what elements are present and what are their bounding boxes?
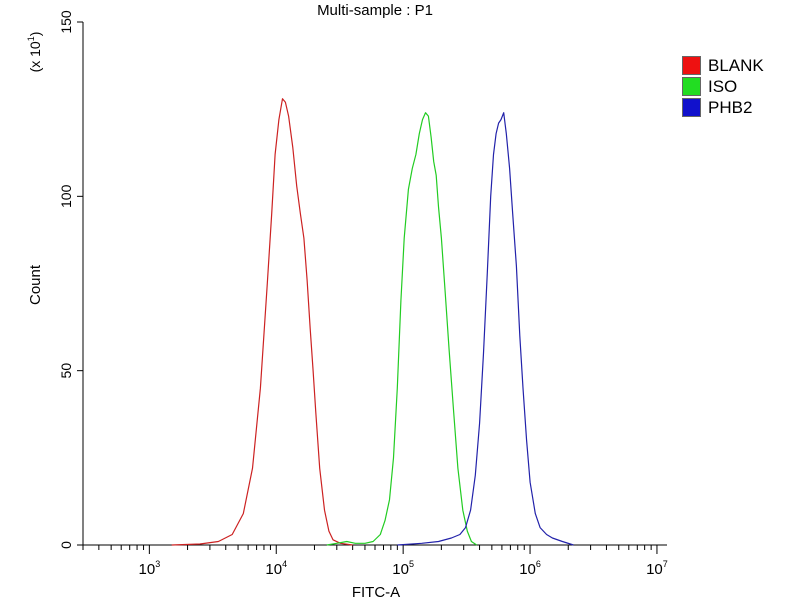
x-tick-label: 103: [139, 559, 161, 578]
x-tick-label: 105: [392, 559, 414, 578]
series-line-iso: [326, 112, 478, 546]
axes: 0 50 100 150 103 104 105 106 107: [58, 10, 668, 578]
legend-swatch: [682, 77, 701, 96]
chart-title: Multi-sample : P1: [317, 2, 433, 19]
y-tick-label: 50: [58, 363, 74, 379]
legend-swatch: [682, 56, 701, 75]
legend-item-iso: ISO: [682, 76, 764, 97]
legend-label: PHB2: [708, 98, 753, 117]
x-axis-label: FITC-A: [352, 584, 400, 600]
legend-swatch: [682, 98, 701, 117]
y-tick-label: 100: [58, 184, 74, 208]
legend-label: ISO: [708, 77, 738, 96]
legend-item-phb2: PHB2: [682, 97, 764, 118]
legend-label: BLANK: [708, 56, 764, 75]
series-group: [171, 98, 574, 546]
y-tick-label: 150: [58, 10, 74, 34]
series-line-phb2: [397, 112, 574, 546]
x-tick-label: 107: [646, 559, 668, 578]
y-multiplier-prefix: (x 10: [27, 41, 43, 72]
legend: BLANK ISO PHB2: [682, 55, 764, 118]
y-multiplier-suffix: ): [27, 32, 43, 37]
y-axis-multiplier: (x 101): [26, 32, 43, 73]
x-tick-label: 106: [519, 559, 541, 578]
series-line-blank: [171, 98, 353, 546]
y-multiplier-exponent: 1: [26, 36, 36, 41]
y-tick-label: 0: [58, 541, 74, 549]
y-axis-label: Count: [27, 264, 44, 305]
x-tick-label: 104: [265, 559, 287, 578]
legend-item-blank: BLANK: [682, 55, 764, 76]
